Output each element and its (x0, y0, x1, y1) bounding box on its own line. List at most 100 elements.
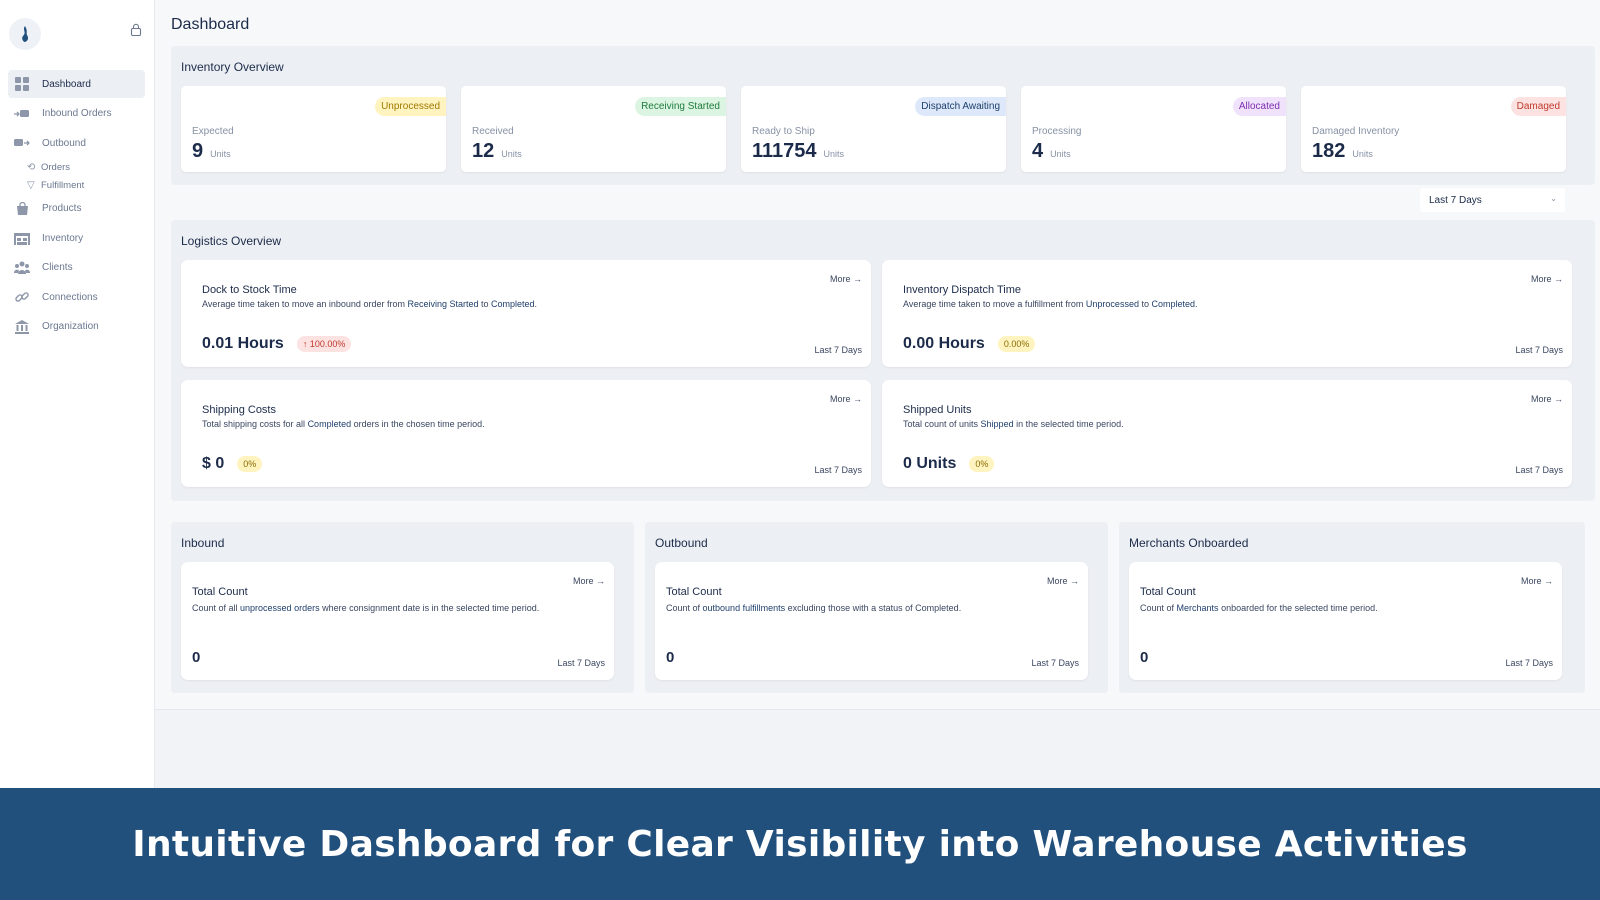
stat-label: Expected (192, 126, 234, 137)
status-badge: Unprocessed (375, 97, 446, 116)
metric-value: 0.00 Hours (903, 335, 985, 352)
card-value: 0.01 Hours ↑ 100.00% (202, 335, 352, 353)
metric-card-shipped-units: More → Shipped Units Total count of unit… (882, 380, 1572, 487)
bank-icon (14, 319, 30, 335)
status-badge: Dispatch Awaiting (915, 97, 1006, 116)
app-logo[interactable] (9, 18, 41, 50)
warehouse-icon (14, 230, 30, 246)
more-link[interactable]: More → (572, 576, 605, 586)
more-link[interactable]: More → (1530, 394, 1563, 404)
section-title: Merchants Onboarded (1129, 536, 1249, 550)
card-description: Average time taken to move an inbound or… (202, 299, 538, 309)
sidebar-subitem-label: Fulfillment (41, 180, 85, 191)
flame-logo-icon (22, 26, 29, 42)
grid-icon (14, 76, 30, 92)
stat-number: 12 (472, 140, 495, 162)
stat-unit: Units (823, 149, 845, 159)
sidebar-item-outbound[interactable]: Outbound (8, 129, 145, 157)
sidebar-subitem-orders[interactable]: ⟲ Orders (8, 159, 145, 177)
lock-icon[interactable] (130, 23, 142, 41)
metric-value: 0 (666, 649, 675, 666)
stat-card-ready-to-ship[interactable]: Dispatch Awaiting Ready to Ship 111754 U… (741, 86, 1006, 172)
stat-unit: Units (501, 149, 522, 159)
total-count-card: More → Total Count Count of all unproces… (181, 562, 614, 680)
section-title: Inbound (181, 536, 225, 550)
more-link[interactable]: More → (829, 394, 862, 404)
card-range-label: Last 7 Days (1505, 658, 1553, 668)
metric-value: 0 (192, 649, 201, 666)
arrow-right-icon: → (1070, 576, 1079, 586)
card-value: 0.00 Hours 0.00% (903, 335, 1036, 353)
sidebar-item-dashboard[interactable]: Dashboard (8, 70, 145, 98)
stat-label: Received (472, 126, 514, 137)
stat-number: 111754 (752, 140, 817, 162)
delta-badge: 0% (237, 456, 263, 472)
link-icon (14, 289, 30, 305)
sidebar-subitem-label: Orders (41, 162, 71, 173)
status-badge: Receiving Started (635, 97, 726, 116)
stat-card-processing[interactable]: Allocated Processing 4 Units (1021, 86, 1286, 172)
stat-number: 182 (1312, 140, 1346, 162)
promo-banner: Intuitive Dashboard for Clear Visibility… (0, 788, 1600, 900)
refresh-icon: ⟲ (27, 162, 36, 173)
card-range-label: Last 7 Days (814, 345, 862, 355)
outbound-panel: Outbound More → Total Count Count of out… (645, 522, 1108, 693)
metric-value: 0 Units (903, 455, 957, 472)
card-title: Total Count (666, 586, 722, 598)
arrow-up-icon: ↑ (302, 339, 308, 349)
sidebar-subitem-fulfillment[interactable]: ▽ Fulfillment (8, 177, 145, 195)
stat-card-expected[interactable]: Unprocessed Expected 9 Units (181, 86, 446, 172)
total-count-card: More → Total Count Count of Merchants on… (1129, 562, 1562, 680)
card-description: Count of all unprocessed orders where co… (192, 603, 540, 613)
card-description: Count of Merchants onboarded for the sel… (1140, 603, 1378, 613)
sidebar-item-clients[interactable]: Clients (8, 254, 145, 282)
sidebar-item-connections[interactable]: Connections (8, 283, 145, 311)
card-range-label: Last 7 Days (1515, 465, 1563, 475)
sidebar-item-label: Products (42, 203, 82, 214)
more-link[interactable]: More → (1046, 576, 1079, 586)
stat-unit: Units (1050, 149, 1071, 159)
total-count-card: More → Total Count Count of outbound ful… (655, 562, 1088, 680)
date-range-select[interactable]: Last 7 Days ⌄ (1420, 188, 1565, 212)
stat-number: 4 (1032, 140, 1044, 162)
bag-icon (14, 201, 30, 217)
card-title: Shipped Units (903, 404, 972, 416)
more-link[interactable]: More → (1520, 576, 1553, 586)
card-range-label: Last 7 Days (1031, 658, 1079, 668)
sidebar-item-organization[interactable]: Organization (8, 313, 145, 341)
banner-text: Intuitive Dashboard for Clear Visibility… (132, 823, 1468, 865)
arrow-right-icon: → (853, 394, 862, 404)
arrow-right-icon: → (1544, 576, 1553, 586)
sidebar-item-products[interactable]: Products (8, 195, 145, 223)
sidebar-item-inbound-orders[interactable]: Inbound Orders (8, 100, 145, 128)
stat-card-damaged-inventory[interactable]: Damaged Damaged Inventory 182 Units (1301, 86, 1566, 172)
logistics-overview-title: Logistics Overview (181, 234, 282, 248)
card-range-label: Last 7 Days (1515, 345, 1563, 355)
metric-value: 0 (1140, 649, 1149, 666)
card-title: Dock to Stock Time (202, 284, 297, 296)
card-value: 0 Units 0% (903, 455, 995, 473)
sidebar-item-inventory[interactable]: Inventory (8, 224, 145, 252)
status-badge: Damaged (1510, 97, 1566, 116)
card-description: Total count of units Shipped in the sele… (903, 419, 1124, 429)
metric-card-inventory-dispatch-time: More → Inventory Dispatch Time Average t… (882, 260, 1572, 367)
card-title: Shipping Costs (202, 404, 276, 416)
card-description: Average time taken to move a fulfillment… (903, 299, 1198, 309)
card-range-label: Last 7 Days (557, 658, 605, 668)
stat-value: 12 Units (472, 140, 522, 163)
inventory-overview-title: Inventory Overview (181, 60, 284, 74)
status-badge: Allocated (1232, 97, 1286, 116)
more-link[interactable]: More → (829, 274, 862, 284)
stat-value: 182 Units (1312, 140, 1373, 163)
main-content: Dashboard Inventory Overview Unprocessed… (155, 0, 1600, 710)
stat-value: 9 Units (192, 140, 231, 163)
inbound-truck-icon (14, 106, 30, 122)
more-link[interactable]: More → (1530, 274, 1563, 284)
stat-card-received[interactable]: Receiving Started Received 12 Units (461, 86, 726, 172)
sidebar-item-label: Clients (42, 262, 73, 273)
stat-number: 9 (192, 140, 204, 162)
card-title: Inventory Dispatch Time (903, 284, 1021, 296)
delta-badge: 0.00% (997, 336, 1036, 352)
sidebar-item-label: Inventory (42, 232, 84, 244)
logistics-overview-panel: Logistics Overview More → Dock to Stock … (171, 220, 1595, 501)
